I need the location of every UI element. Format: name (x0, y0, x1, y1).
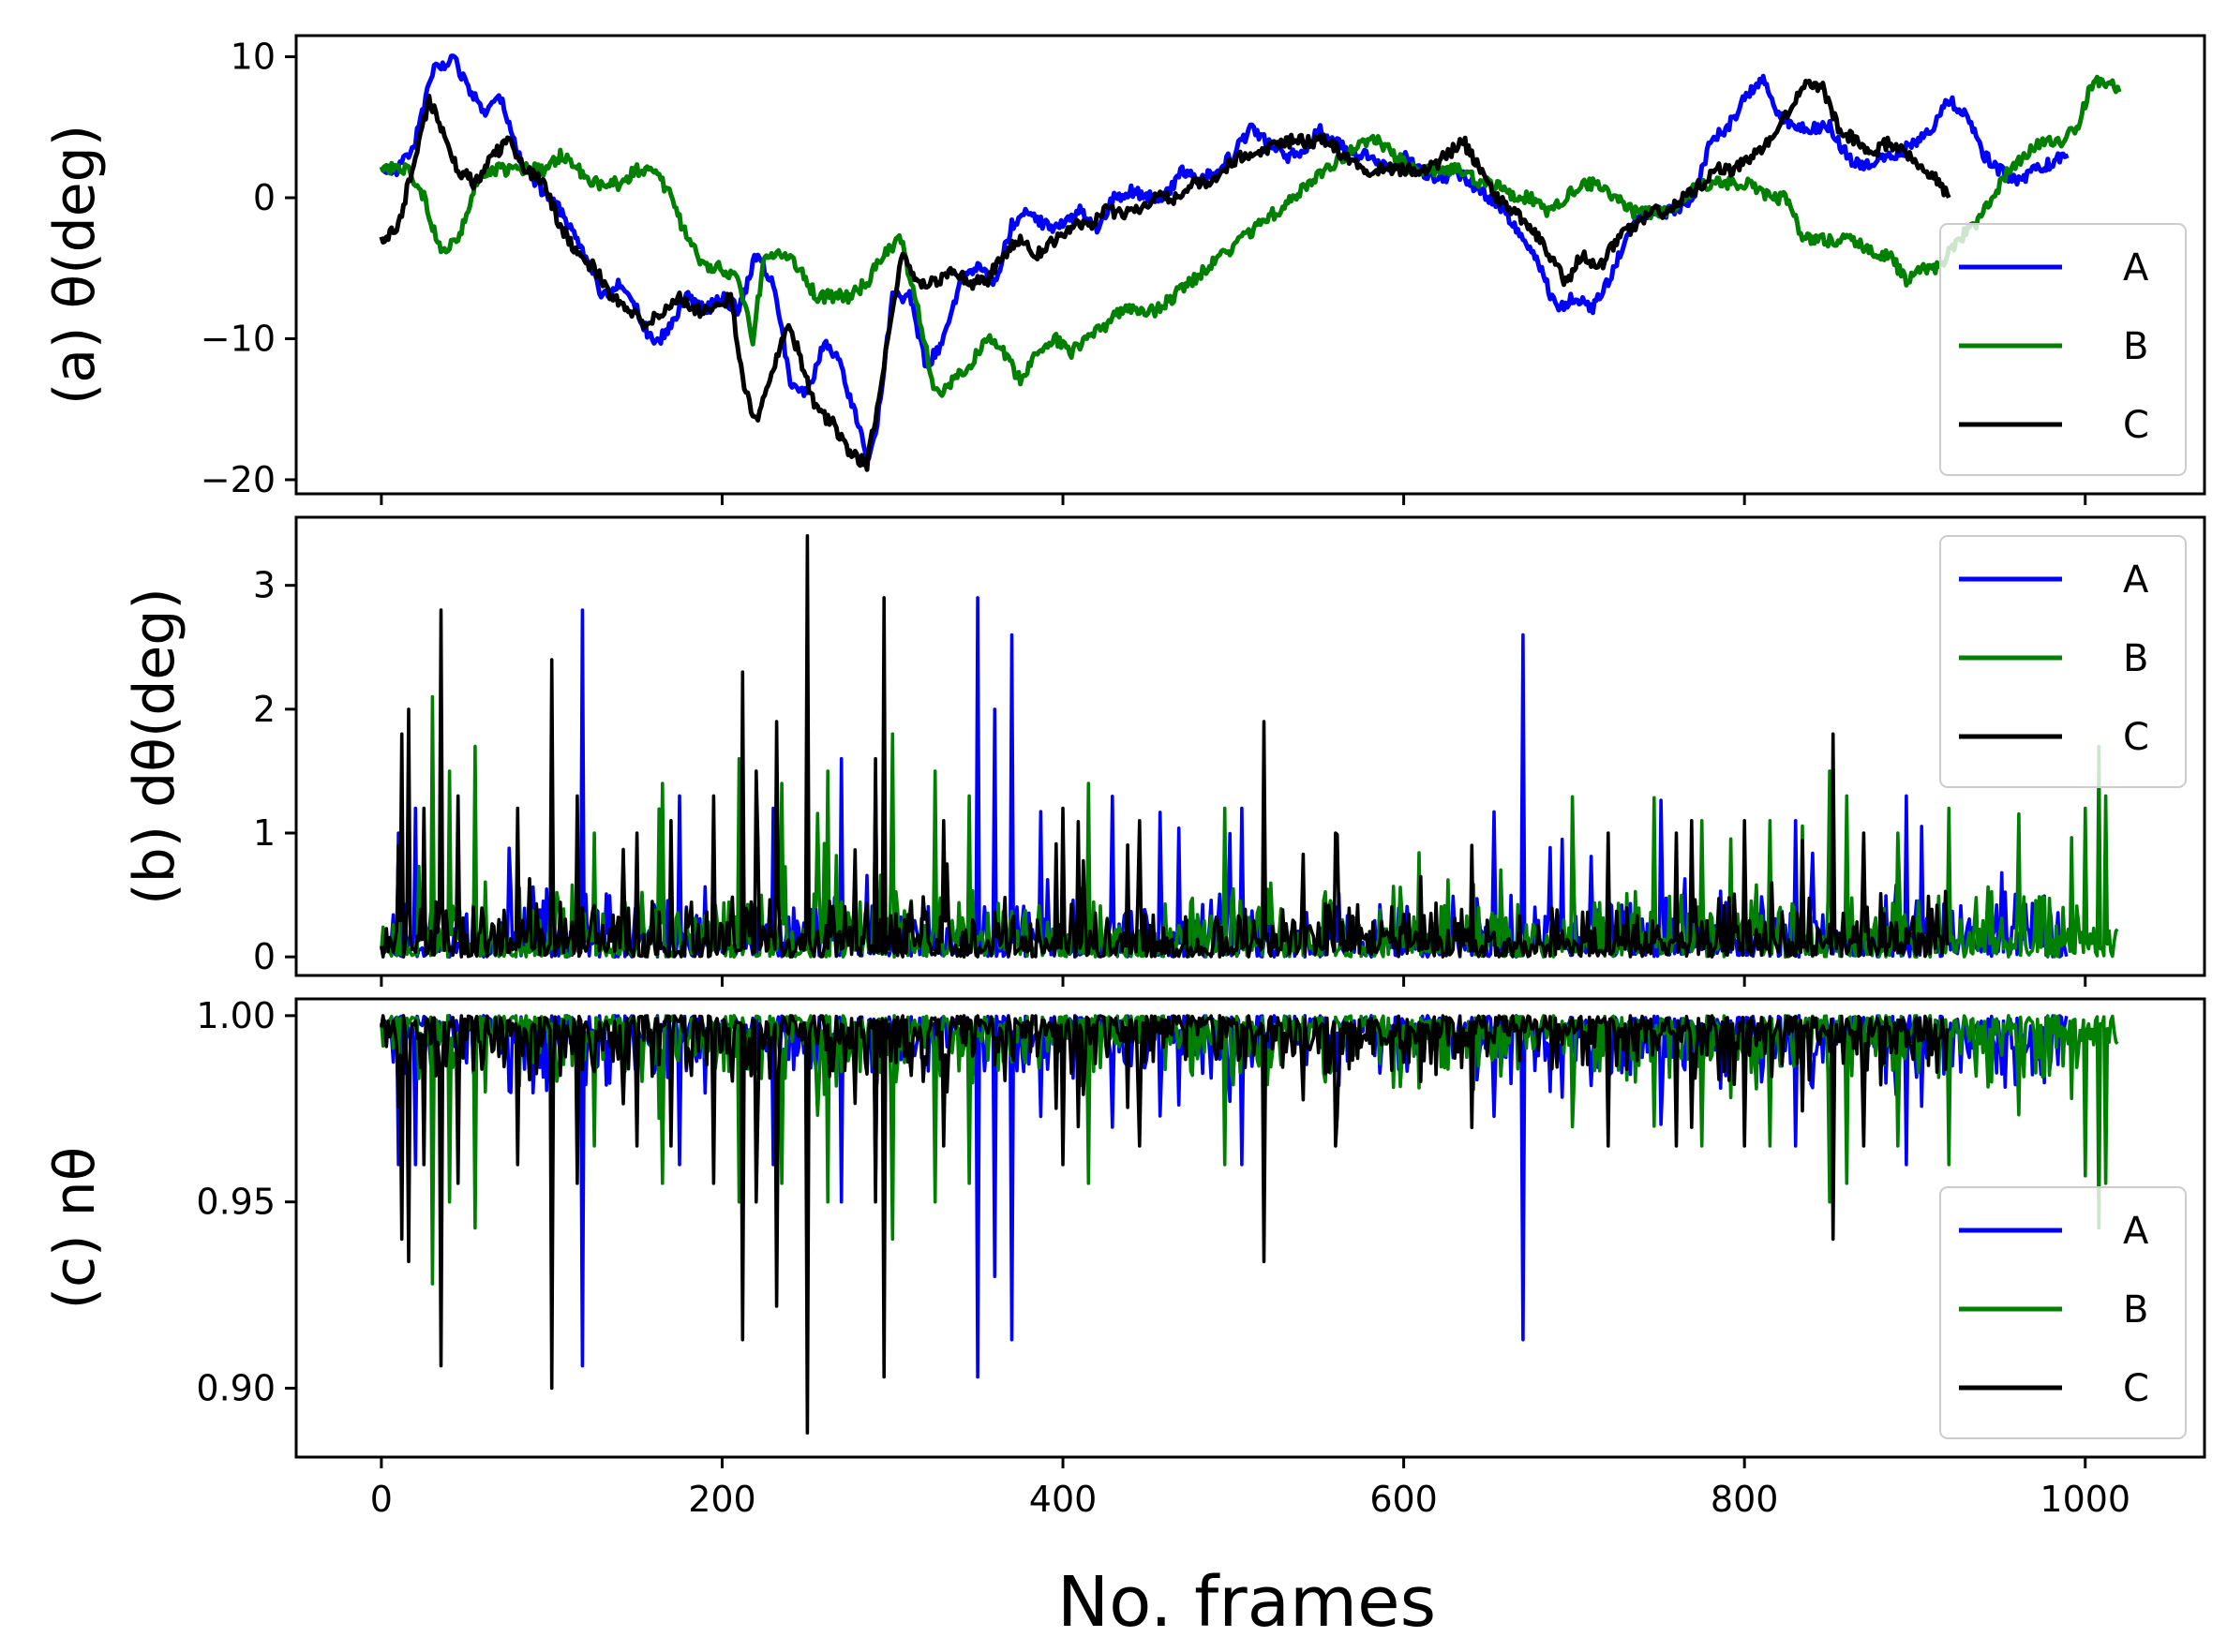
series-line-C (379, 78, 1951, 472)
y-tick-label: 3 (253, 565, 276, 606)
legend-label-C: C (2123, 1367, 2149, 1410)
y-tick-label: −20 (201, 459, 276, 500)
panel-a-series (379, 53, 2122, 472)
series-line-C (380, 1014, 1950, 1435)
panel-a-frame (294, 34, 2206, 496)
panel-b-series (380, 534, 2119, 959)
y-tick-label: 0.90 (196, 1367, 276, 1408)
x-tick-label: 1000 (2040, 1479, 2130, 1520)
panel-c-legend: ABC (1939, 1186, 2187, 1439)
panel-b-legend: ABC (1939, 535, 2187, 788)
panel-c: 0 200 400 600 800 1000 1.00 0.95 0.90 (c) nθ ABC (42, 995, 2206, 1520)
panel-b: 0 1 2 3 (b) dθ(deg) ABC (122, 515, 2206, 987)
series-line-B (379, 74, 2122, 398)
x-tick-label: 200 (688, 1479, 756, 1520)
panel-b-ylabel: (b) dθ(deg) (122, 588, 187, 905)
x-tick-label: 400 (1029, 1479, 1098, 1520)
panel-c-ylabel: (c) nθ (42, 1147, 108, 1310)
panel-b-frame (294, 515, 2206, 977)
series-line-B (380, 694, 2119, 959)
y-tick-label: 1.00 (196, 995, 276, 1036)
legend-box (1939, 223, 2187, 476)
legend-label-A: A (2123, 1210, 2149, 1253)
panel-c-ticks: 0 200 400 600 800 1000 1.00 0.95 0.90 (196, 995, 2130, 1520)
y-tick-label: 0 (253, 936, 276, 977)
series-line-A (380, 53, 2070, 462)
series-line-B (380, 1014, 2119, 1286)
legend-box (1939, 1186, 2187, 1439)
x-tick-label: 800 (1711, 1479, 1779, 1520)
y-tick-label: 1 (253, 812, 276, 854)
panel-b-ticks: 0 1 2 3 (253, 565, 2087, 987)
x-tick-label: 0 (370, 1479, 393, 1520)
series-line-C (380, 534, 1950, 959)
panel-a-legend: ABC (1939, 223, 2187, 476)
y-tick-label: 10 (231, 37, 276, 78)
panel-a-ylabel: (a) θ(deg) (42, 125, 108, 405)
legend-label-B: B (2123, 1288, 2148, 1332)
legend-label-C: C (2123, 404, 2149, 447)
panel-c-frame (294, 997, 2206, 1459)
y-tick-label: 0.95 (196, 1182, 276, 1223)
x-axis-label: No. frames (1057, 1562, 1436, 1643)
y-tick-label: −10 (201, 318, 276, 359)
legend-label-B: B (2123, 325, 2148, 368)
legend-label-A: A (2123, 558, 2149, 602)
legend-label-B: B (2123, 637, 2148, 680)
legend-box (1939, 535, 2187, 788)
panel-a: 10 0 −10 −20 (a) θ(deg) ABC (42, 34, 2206, 505)
legend-label-A: A (2123, 246, 2149, 290)
x-tick-label: 600 (1369, 1479, 1438, 1520)
legend-label-C: C (2123, 716, 2149, 759)
panel-a-ticks: 10 0 −10 −20 (201, 37, 2087, 505)
panel-c-series (380, 1014, 2119, 1435)
y-tick-label: 0 (253, 177, 276, 218)
y-tick-label: 2 (253, 689, 276, 730)
